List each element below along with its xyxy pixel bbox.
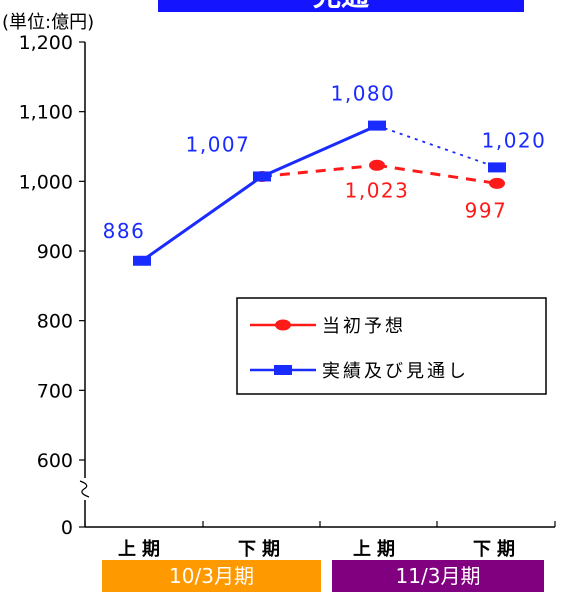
x-tick-label: 下期: [473, 539, 521, 560]
y-tick-label: 900: [37, 241, 73, 263]
line-chart: 0 600 700 800 900 1,000 1,100 1,200 上期 下期 上期 下期 886 1…: [19, 32, 556, 560]
unit-label: (単位:億円): [2, 12, 95, 33]
data-label: 886: [103, 219, 146, 243]
x-tick-label: 下期: [238, 539, 286, 560]
series-line-segment: [261, 124, 378, 178]
series-line-segment: [376, 163, 498, 185]
data-label: 1,080: [331, 82, 396, 106]
data-label: 997: [465, 198, 508, 222]
legend-swatch-marker: [274, 365, 292, 375]
chart-title-banner: 見通: [158, 0, 524, 12]
legend-box: [236, 297, 547, 395]
series-line-segment: [261, 163, 378, 178]
series-line-segment: [141, 175, 263, 262]
period-band-fy11: 11/3月期: [332, 560, 544, 592]
chart-title: 見通: [158, 0, 524, 12]
data-point-marker: [488, 162, 506, 173]
x-tick-label: 上期: [353, 539, 401, 560]
y-tick-label: 700: [37, 380, 73, 402]
y-tick-label: 0: [61, 517, 73, 539]
data-point-marker: [489, 177, 505, 189]
legend-label: 当初予想: [322, 316, 406, 337]
data-label: 1,023: [345, 178, 410, 202]
data-label: 1,007: [186, 132, 251, 156]
y-tick-label: 1,100: [19, 102, 73, 124]
y-axis-break-mark: [79, 480, 90, 498]
data-point-marker: [368, 120, 386, 131]
data-point-marker: [369, 159, 385, 171]
period-band-fy10: 10/3月期: [102, 560, 321, 592]
data-point-marker: [133, 255, 151, 266]
legend-swatch-marker: [275, 319, 291, 331]
series-line-segment: [376, 124, 498, 169]
y-tick-label: 800: [37, 311, 73, 333]
data-label: 1,020: [482, 128, 547, 152]
y-tick-label: 600: [37, 450, 73, 472]
legend-label: 実績及び見通し: [322, 361, 469, 382]
y-tick-label: 1,000: [19, 171, 73, 193]
x-tick-label: 上期: [118, 539, 166, 560]
data-point-marker: [253, 171, 271, 182]
y-tick-label: 1,200: [19, 32, 73, 54]
